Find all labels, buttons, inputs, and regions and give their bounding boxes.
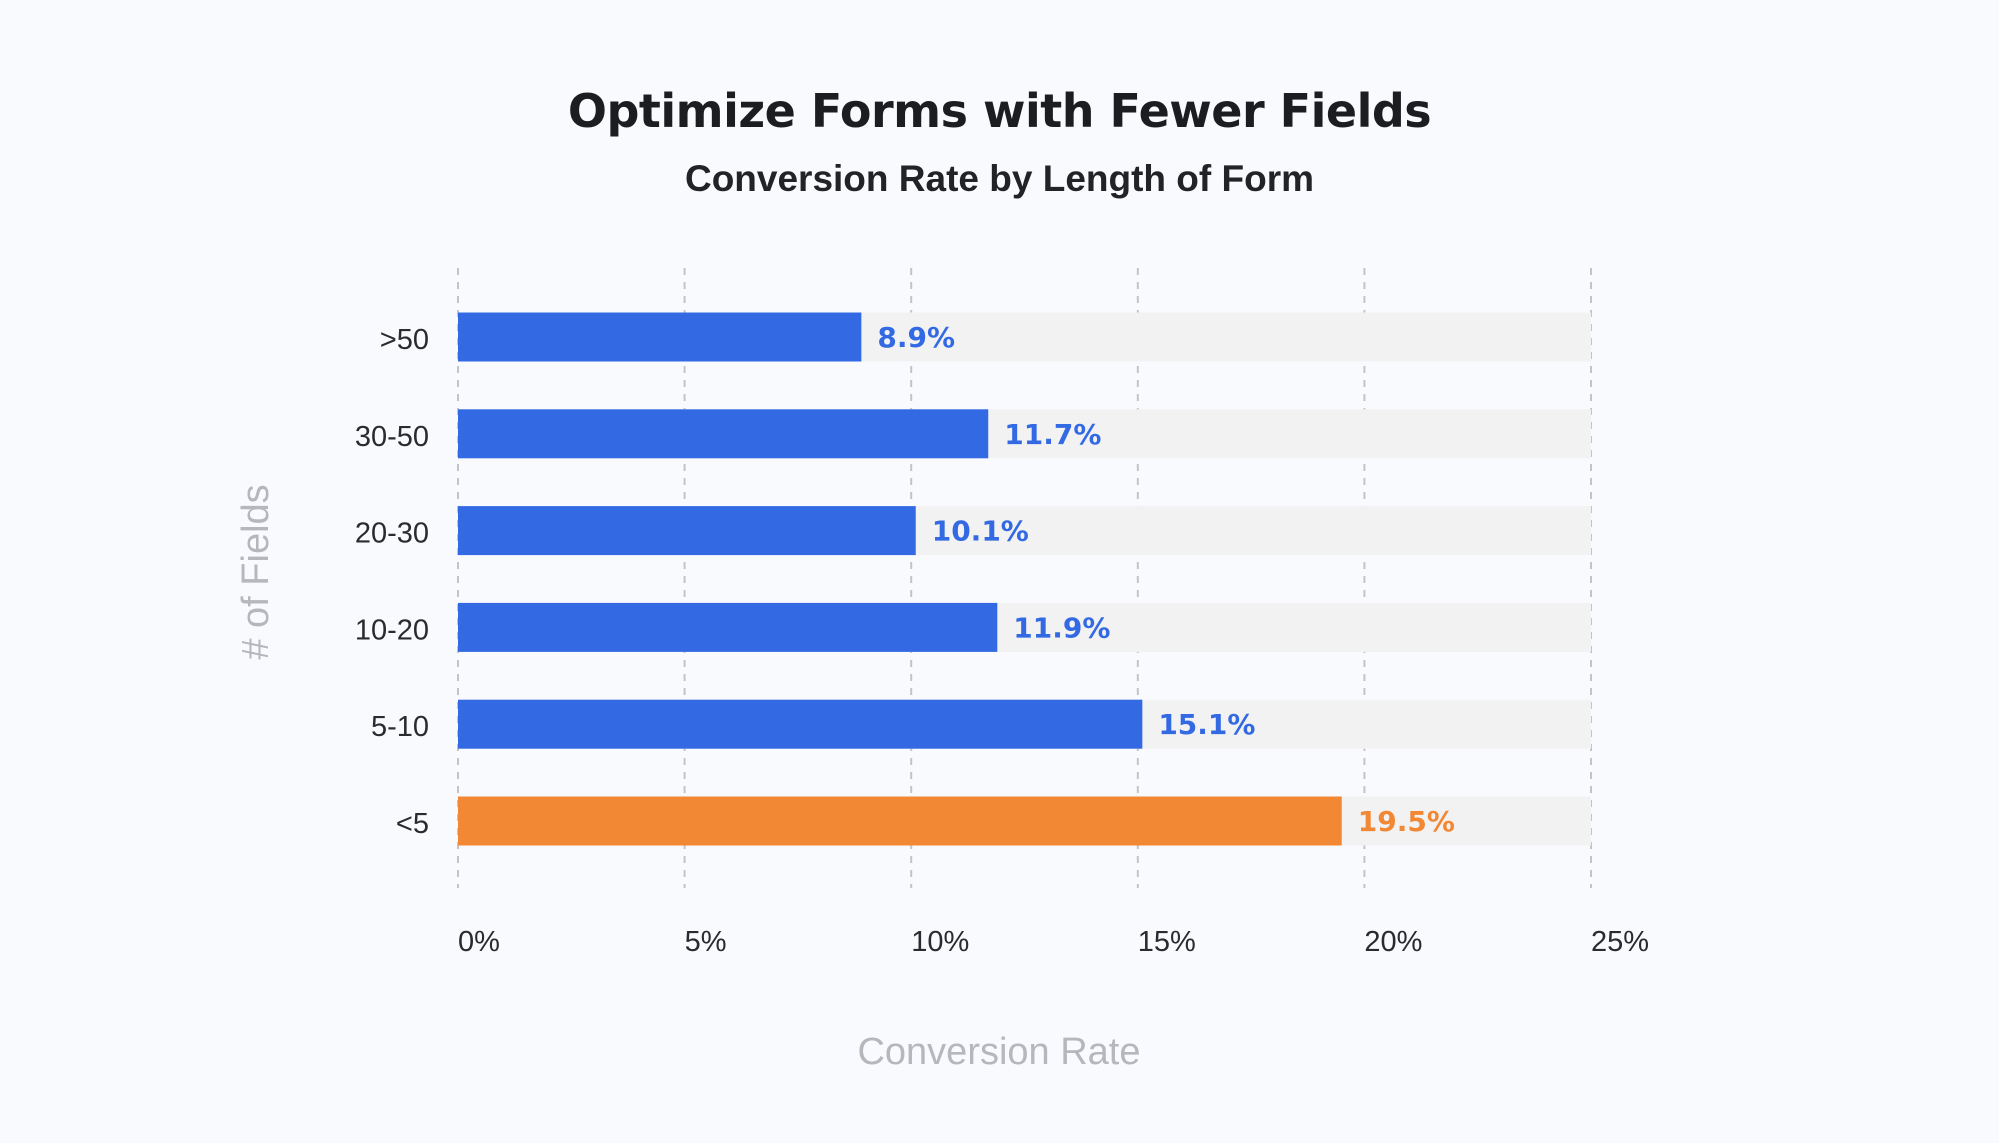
value-label: 11.7% bbox=[1004, 418, 1101, 451]
x-tick-label: 10% bbox=[911, 926, 969, 958]
x-axis-title: Conversion Rate bbox=[857, 1031, 1140, 1073]
y-axis-title: # of Fields bbox=[235, 484, 277, 659]
bar-highlight bbox=[458, 796, 1342, 846]
bar-series bbox=[458, 409, 989, 459]
bars bbox=[458, 312, 1342, 846]
x-tick-label: 0% bbox=[458, 926, 500, 958]
x-tick-label: 25% bbox=[1591, 926, 1649, 958]
bar-series bbox=[458, 506, 916, 556]
category-label: >50 bbox=[380, 324, 429, 356]
x-tick-label: 20% bbox=[1364, 926, 1422, 958]
value-labels: 8.9% 11.7% 10.1% 11.9% 15.1% 19.5% bbox=[877, 321, 1455, 838]
bar-series bbox=[458, 312, 862, 362]
x-tick-label: 15% bbox=[1138, 926, 1196, 958]
category-label: 5-10 bbox=[371, 711, 429, 743]
category-label: 20-30 bbox=[355, 518, 429, 550]
value-label: 15.1% bbox=[1158, 708, 1255, 741]
chart-subtitle: Conversion Rate by Length of Form bbox=[684, 158, 1315, 199]
bar-tracks bbox=[458, 312, 1591, 846]
value-label: 11.9% bbox=[1013, 611, 1110, 644]
category-label: <5 bbox=[396, 808, 429, 840]
grid-lines bbox=[457, 268, 1592, 888]
value-label: 19.5% bbox=[1358, 805, 1455, 838]
category-label: 30-50 bbox=[355, 421, 429, 453]
bar-series bbox=[458, 602, 998, 652]
x-tick-labels: 0% 5% 10% 15% 20% 25% bbox=[458, 926, 1649, 958]
x-tick-label: 5% bbox=[685, 926, 727, 958]
value-label: 10.1% bbox=[932, 515, 1029, 548]
category-label: 10-20 bbox=[355, 614, 429, 646]
chart-title: Optimize Forms with Fewer Fields bbox=[567, 84, 1432, 138]
value-label: 8.9% bbox=[877, 321, 955, 354]
category-labels: >50 30-50 20-30 10-20 5-10 <5 bbox=[355, 324, 429, 840]
bar-series bbox=[458, 699, 1143, 749]
